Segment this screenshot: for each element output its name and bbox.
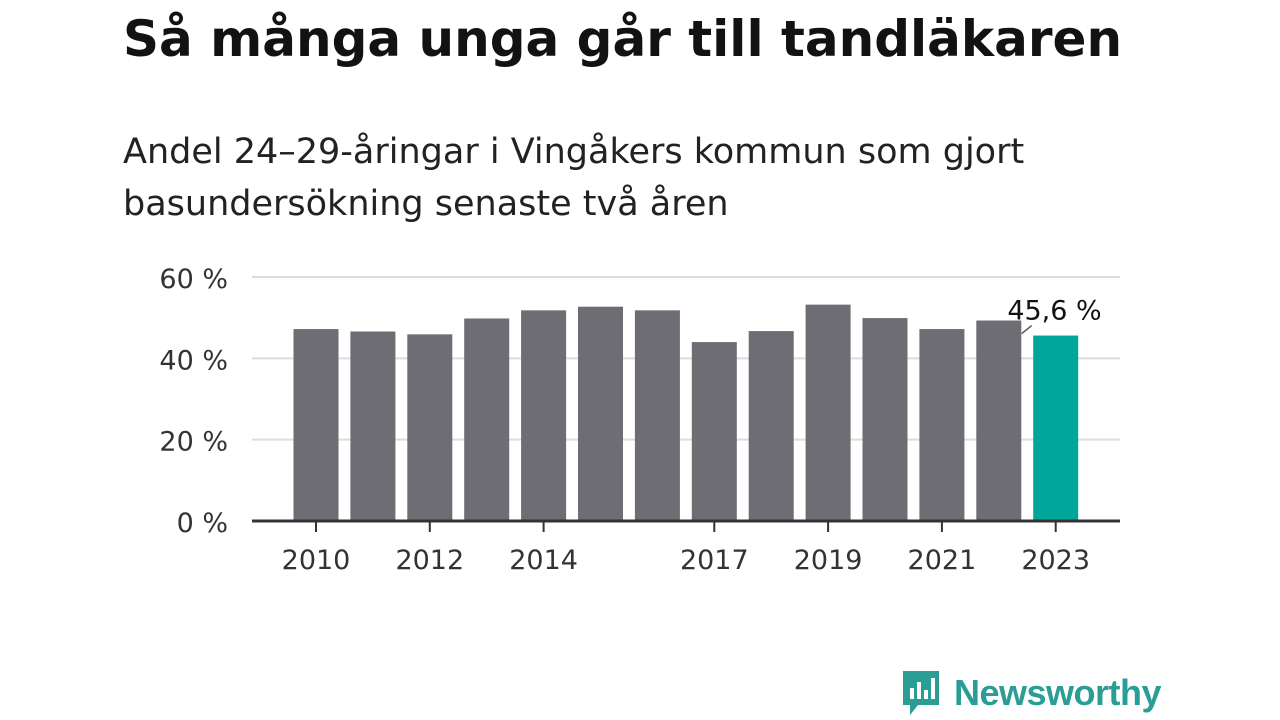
x-tick-label: 2021 <box>908 545 977 576</box>
bar-2017 <box>691 342 737 521</box>
y-tick-label: 20 % <box>159 427 228 458</box>
bar-2014 <box>521 310 567 521</box>
x-tick-label: 2012 <box>395 545 464 576</box>
x-tick-label: 2017 <box>680 545 749 576</box>
data-label-leader <box>1021 324 1033 335</box>
newsworthy-logo-icon <box>903 671 939 715</box>
bar-2022 <box>976 320 1022 521</box>
bar-2015 <box>578 306 623 521</box>
logo-text: Newsworthy <box>954 672 1162 713</box>
chart-subtitle: Andel 24–29-åringar i Vingåkers kommun s… <box>123 132 1025 224</box>
x-tick-label: 2019 <box>794 545 863 576</box>
bar-2018 <box>748 331 794 521</box>
data-label-2023: 45,6 % <box>1007 296 1101 327</box>
bar-2016 <box>634 310 680 521</box>
x-tick-label: 2010 <box>282 545 351 576</box>
y-tick-label: 40 % <box>159 345 228 376</box>
bar-2013 <box>464 318 510 521</box>
bar-2010 <box>293 329 339 521</box>
bar-2011 <box>350 331 396 521</box>
y-tick-label: 0 % <box>177 508 228 539</box>
x-tick-label: 2014 <box>509 545 578 576</box>
x-tick-label: 2023 <box>1021 545 1090 576</box>
bar-2023 <box>1033 335 1079 521</box>
y-tick-label: 60 % <box>159 264 228 295</box>
bar-2020 <box>862 318 908 521</box>
chart-title: Så många unga går till tandläkaren <box>123 10 1123 68</box>
bar-2019 <box>805 304 851 521</box>
bar-2021 <box>919 329 965 521</box>
bar-2012 <box>407 334 453 521</box>
newsworthy-logo: Newsworthy <box>900 668 1162 718</box>
